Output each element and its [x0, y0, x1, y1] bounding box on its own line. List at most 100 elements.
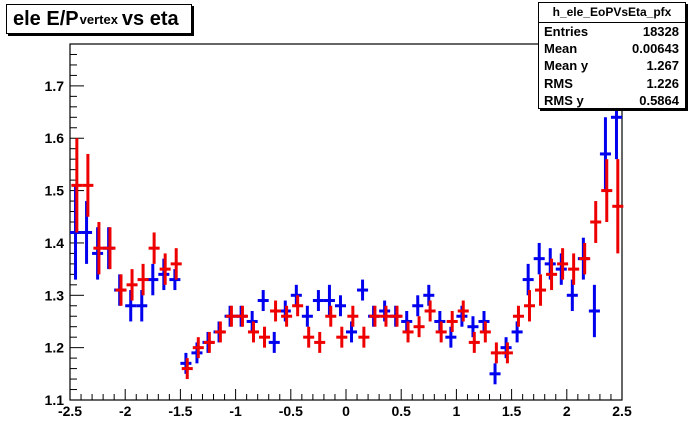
x-tick-label: -2.5 [58, 403, 82, 419]
data-point [303, 326, 315, 348]
stats-label: RMS y [544, 92, 584, 108]
data-point [479, 321, 491, 343]
data-point [358, 326, 370, 348]
x-tick-label: -1.5 [168, 403, 192, 419]
stats-value: 1.267 [646, 58, 679, 74]
data-point [512, 305, 524, 327]
title-tail: vs eta [121, 7, 179, 30]
data-point [247, 321, 260, 343]
data-point [325, 305, 337, 327]
data-point [579, 242, 591, 275]
data-point [334, 295, 346, 317]
data-point [535, 274, 547, 306]
y-tick-label: 1.2 [45, 340, 65, 356]
y-tick-label: 1.6 [45, 130, 65, 146]
data-point [236, 305, 248, 327]
chart-title: ele E/P vertex vs eta [6, 4, 192, 34]
stats-label: Mean [544, 41, 578, 57]
data-point [268, 331, 280, 353]
data-point [115, 274, 127, 306]
stats-value: 0.5864 [639, 92, 679, 108]
data-point [590, 201, 602, 243]
stats-row-mean: Mean 0.00643 [539, 40, 685, 57]
data-point [192, 337, 204, 359]
x-tick-label: 2.5 [612, 403, 632, 419]
data-point [292, 295, 304, 317]
data-point [557, 248, 569, 280]
plot-frame [69, 43, 623, 401]
stats-label: Mean y [544, 58, 589, 74]
data-point [413, 316, 425, 338]
data-point [612, 159, 624, 254]
data-point [93, 222, 105, 275]
data-point [225, 305, 237, 327]
y-tick-label: 1.1 [45, 392, 65, 408]
stats-box: h_ele_EoPVsEta_pfx Entries 18328 Mean 0.… [538, 2, 686, 109]
title-subscript: vertex [79, 11, 118, 27]
data-point [214, 321, 226, 343]
stats-row-rms: RMS 1.226 [539, 75, 685, 92]
data-point [523, 290, 536, 322]
stats-value: 0.00643 [632, 41, 679, 57]
data-point [468, 331, 480, 353]
x-tick-label: -0.5 [279, 403, 303, 419]
x-tick-label: -2 [119, 403, 132, 419]
stats-label: Entries [544, 24, 589, 39]
data-point [82, 153, 94, 217]
data-point [369, 305, 381, 327]
data-point [435, 321, 447, 343]
data-point [259, 326, 271, 348]
x-tick-label: 1.5 [502, 403, 522, 419]
data-point [533, 242, 545, 275]
data-point [203, 331, 215, 353]
stats-histogram-name: h_ele_EoPVsEta_pfx [539, 3, 685, 23]
stats-label: RMS [544, 75, 573, 91]
data-point [257, 290, 269, 311]
x-tick-label: 1 [453, 403, 461, 419]
data-point [126, 269, 138, 301]
data-point [402, 321, 414, 343]
data-point [148, 232, 160, 264]
title-main: ele E/P [13, 7, 79, 30]
data-point [391, 305, 403, 327]
data-point [490, 342, 502, 364]
data-point [424, 300, 436, 322]
data-point [170, 248, 182, 280]
data-point [446, 311, 458, 332]
data-point [301, 305, 313, 327]
stats-value: 1.226 [646, 75, 679, 91]
data-point [181, 358, 193, 380]
x-tick-label: 2 [563, 403, 571, 419]
stats-value: 18328 [642, 24, 679, 39]
data-point [568, 253, 580, 285]
data-point [546, 258, 558, 291]
y-tick-label: 1.7 [45, 78, 65, 94]
x-tick-label: 0 [342, 403, 350, 419]
data-point [281, 305, 293, 327]
stats-row-rms-y: RMS y 0.5864 [539, 92, 685, 109]
stats-row-mean-y: Mean y 1.267 [539, 57, 685, 74]
x-tick-label: 0.5 [391, 403, 411, 419]
data-point [137, 263, 149, 296]
data-point [588, 284, 600, 338]
data-point [336, 326, 348, 348]
data-point [601, 159, 613, 222]
x-tick-label: -1 [229, 403, 242, 419]
data-point [71, 138, 83, 233]
series-red [71, 138, 624, 380]
y-tick-label: 1.3 [45, 287, 65, 303]
data-point [489, 363, 501, 385]
y-tick-label: 1.5 [45, 183, 65, 199]
stats-row-entries: Entries 18328 [539, 23, 685, 40]
data-point [104, 227, 116, 270]
y-tick-label: 1.4 [45, 235, 65, 251]
data-point [357, 279, 369, 301]
data-point [457, 300, 469, 322]
data-point [159, 253, 171, 285]
data-point [501, 342, 513, 364]
data-point [270, 300, 282, 322]
data-point [347, 305, 359, 327]
data-point [147, 263, 159, 296]
data-point [412, 295, 424, 317]
